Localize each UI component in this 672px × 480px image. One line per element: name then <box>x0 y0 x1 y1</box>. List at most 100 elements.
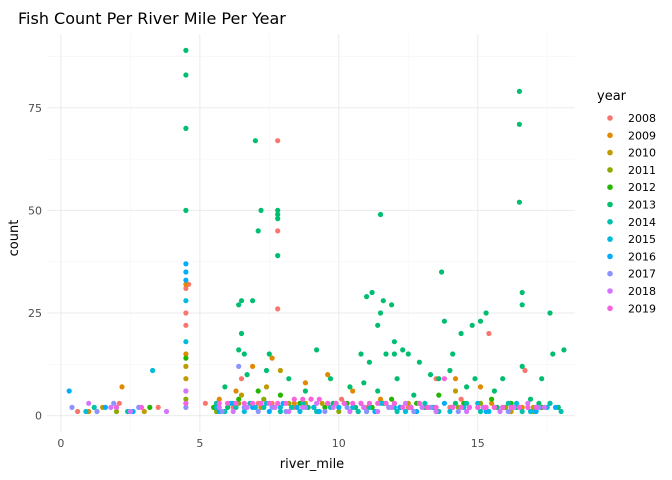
data-point-2019 <box>391 400 397 406</box>
legend-label-2012: 2012 <box>628 181 656 194</box>
data-point-2014 <box>477 408 484 415</box>
data-point-2018 <box>300 404 306 410</box>
data-point-2013 <box>238 330 245 337</box>
data-point-2019 <box>350 400 356 406</box>
data-point-2017 <box>183 404 189 410</box>
data-point-2012 <box>389 396 395 402</box>
data-point-2013 <box>183 207 189 213</box>
legend-key-2018 <box>607 288 613 294</box>
data-point-2016 <box>552 404 559 410</box>
data-point-2019 <box>241 400 247 406</box>
data-point-2015 <box>350 404 356 410</box>
data-point-2008 <box>275 228 281 234</box>
legend-key-2011 <box>607 167 613 173</box>
data-point-2011 <box>183 396 189 402</box>
legend-label-2011: 2011 <box>628 164 656 177</box>
data-point-2017 <box>255 408 261 415</box>
data-point-2018 <box>314 400 320 406</box>
data-point-2010 <box>452 388 459 394</box>
data-point-2009 <box>477 384 484 390</box>
data-point-2008 <box>202 400 208 406</box>
data-point-2016 <box>266 408 272 415</box>
data-point-2018 <box>163 408 170 415</box>
data-point-2014 <box>91 404 97 410</box>
data-point-2018 <box>389 404 395 410</box>
data-point-2014 <box>464 400 470 406</box>
data-point-2018 <box>86 400 92 406</box>
data-point-2018 <box>286 408 292 415</box>
data-point-2009 <box>291 400 297 406</box>
data-point-2009 <box>350 388 356 394</box>
legend-label-2019: 2019 <box>628 302 656 315</box>
data-point-2013 <box>364 294 370 300</box>
data-point-2018 <box>183 388 189 394</box>
legend-key-2012 <box>607 184 613 190</box>
data-point-2013 <box>550 351 556 357</box>
data-point-2013 <box>275 253 281 259</box>
data-point-2014 <box>422 400 428 406</box>
data-point-2013 <box>561 347 567 353</box>
data-point-2016 <box>441 400 447 406</box>
data-point-2018 <box>433 408 439 415</box>
data-point-2013 <box>416 359 422 365</box>
y-axis-title: count <box>7 220 22 257</box>
legend-key-2015 <box>607 236 613 242</box>
data-point-2013 <box>380 298 386 304</box>
data-point-2012 <box>236 396 242 402</box>
data-point-2009 <box>377 396 384 402</box>
data-point-2015 <box>297 408 303 415</box>
x-tick-label: 0 <box>57 437 64 450</box>
data-point-2013 <box>450 351 456 357</box>
data-point-2019 <box>525 404 531 410</box>
data-point-2010 <box>319 400 325 406</box>
data-point-2013 <box>400 347 406 353</box>
data-point-2015 <box>277 404 283 410</box>
legend-key-2013 <box>607 201 613 208</box>
data-point-2018 <box>361 404 367 410</box>
grid <box>47 34 575 432</box>
data-point-2013 <box>358 351 364 357</box>
data-point-2008 <box>522 367 528 374</box>
data-point-2013 <box>452 400 459 406</box>
data-point-2009 <box>250 363 256 369</box>
data-point-2013 <box>327 376 334 382</box>
data-point-2008 <box>275 138 281 144</box>
legend: year 2008 2009 2010 2011 2012 2013 2014 2015 201… <box>597 89 656 315</box>
data-point-2013 <box>375 322 381 328</box>
data-point-2019 <box>266 400 272 406</box>
data-point-2009 <box>233 388 239 394</box>
data-point-2010 <box>263 384 270 390</box>
data-point-2016 <box>183 277 189 283</box>
data-point-2013 <box>547 310 553 316</box>
data-point-2015 <box>402 408 409 415</box>
data-point-2014 <box>355 408 361 415</box>
data-point-2008 <box>339 396 345 402</box>
data-point-2016 <box>102 404 108 410</box>
data-point-2019 <box>425 404 431 410</box>
data-point-2012 <box>489 396 495 402</box>
x-tick-labels: 0 5 10 15 <box>57 437 484 450</box>
data-point-2016 <box>336 404 342 410</box>
data-point-2013 <box>436 376 442 382</box>
data-point-2018 <box>272 404 278 410</box>
legend-title: year <box>597 89 627 104</box>
data-point-2013 <box>236 347 242 353</box>
data-point-2019 <box>533 404 539 410</box>
data-point-2013 <box>519 363 525 369</box>
data-point-2019 <box>138 404 145 410</box>
legend-key-2008 <box>607 115 613 121</box>
data-point-2016 <box>533 408 539 415</box>
data-point-2008 <box>275 306 281 312</box>
data-point-2019 <box>258 400 264 406</box>
data-point-2017 <box>411 408 417 415</box>
x-tick-label: 15 <box>471 437 485 450</box>
data-point-2013 <box>458 330 464 337</box>
data-point-2017 <box>322 408 328 415</box>
data-point-2009 <box>489 400 495 406</box>
data-point-2013 <box>266 351 272 357</box>
data-point-2016 <box>294 404 300 410</box>
data-point-2011 <box>261 396 267 402</box>
data-point-2017 <box>111 400 117 406</box>
y-tick-label: 50 <box>28 204 42 217</box>
data-point-2013 <box>250 298 256 304</box>
